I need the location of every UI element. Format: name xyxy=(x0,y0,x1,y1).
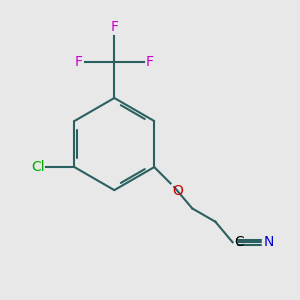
Text: F: F xyxy=(75,55,83,69)
Text: F: F xyxy=(146,55,154,69)
Text: C: C xyxy=(234,235,244,249)
Text: N: N xyxy=(264,235,274,249)
Text: Cl: Cl xyxy=(32,160,45,174)
Text: O: O xyxy=(172,184,183,198)
Text: F: F xyxy=(110,20,118,34)
